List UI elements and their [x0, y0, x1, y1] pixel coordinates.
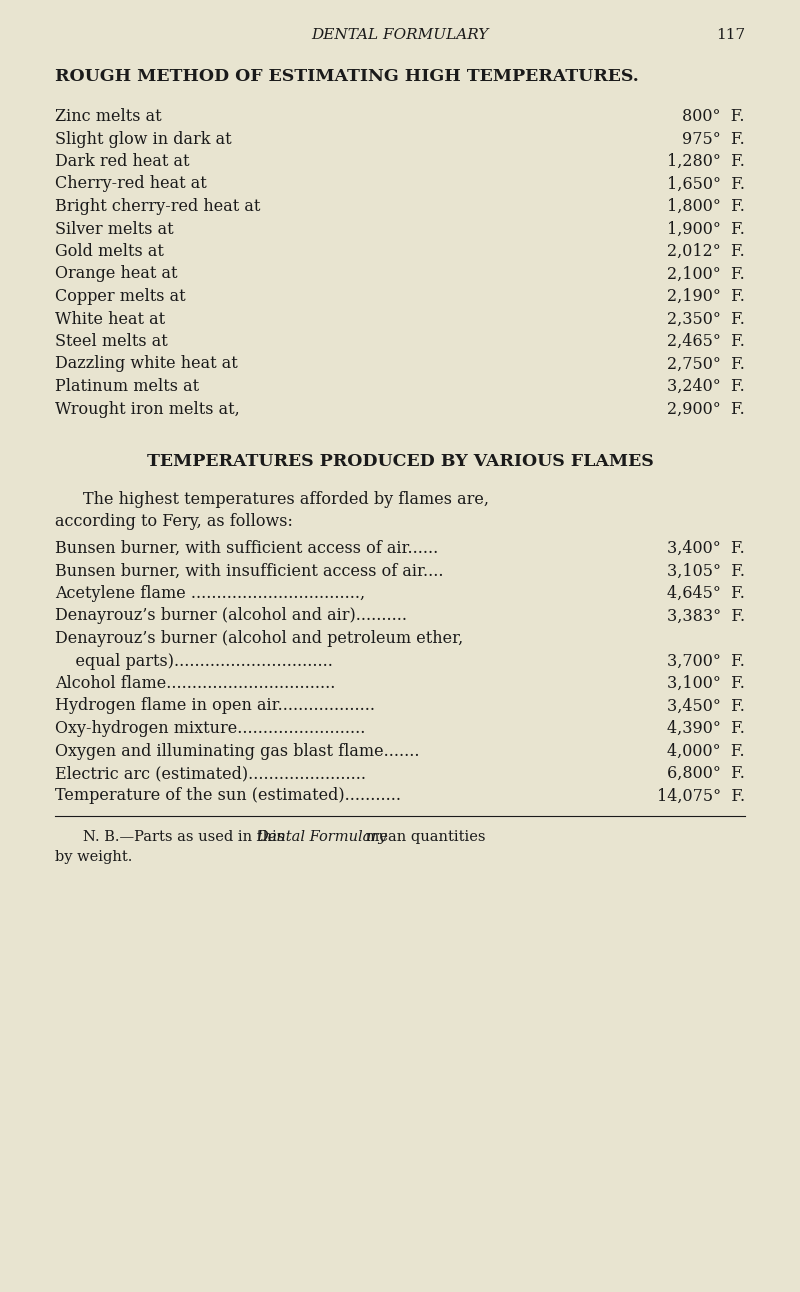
Text: Silver melts at: Silver melts at [55, 221, 174, 238]
Text: 4,000°  F.: 4,000° F. [667, 743, 745, 760]
Text: 14,075°  F.: 14,075° F. [657, 788, 745, 805]
Text: 1,650°  F.: 1,650° F. [667, 176, 745, 193]
Text: Dental Formulary: Dental Formulary [257, 829, 387, 844]
Text: Alcohol flame.................................: Alcohol flame...........................… [55, 674, 335, 693]
Text: 2,100°  F.: 2,100° F. [667, 265, 745, 283]
Text: 3,450°  F.: 3,450° F. [667, 698, 745, 714]
Text: ROUGH METHOD OF ESTIMATING HIGH TEMPERATURES.: ROUGH METHOD OF ESTIMATING HIGH TEMPERAT… [55, 68, 638, 85]
Text: Zinc melts at: Zinc melts at [55, 109, 162, 125]
Text: Steel melts at: Steel melts at [55, 333, 168, 350]
Text: 2,750°  F.: 2,750° F. [667, 355, 745, 372]
Text: Oxy-hydrogen mixture.........................: Oxy-hydrogen mixture....................… [55, 720, 366, 736]
Text: White heat at: White heat at [55, 310, 165, 327]
Text: Bunsen burner, with sufficient access of air......: Bunsen burner, with sufficient access of… [55, 540, 438, 557]
Text: Slight glow in dark at: Slight glow in dark at [55, 130, 232, 147]
Text: The highest temperatures afforded by flames are,: The highest temperatures afforded by fla… [83, 491, 489, 508]
Text: 117: 117 [716, 28, 745, 43]
Text: 3,383°  F.: 3,383° F. [667, 607, 745, 624]
Text: 1,280°  F.: 1,280° F. [667, 152, 745, 171]
Text: 2,465°  F.: 2,465° F. [667, 333, 745, 350]
Text: 800°  F.: 800° F. [682, 109, 745, 125]
Text: Cherry-red heat at: Cherry-red heat at [55, 176, 206, 193]
Text: Acetylene flame .................................,: Acetylene flame ........................… [55, 585, 365, 602]
Text: 4,390°  F.: 4,390° F. [667, 720, 745, 736]
Text: TEMPERATURES PRODUCED BY VARIOUS FLAMES: TEMPERATURES PRODUCED BY VARIOUS FLAMES [146, 453, 654, 470]
Text: Copper melts at: Copper melts at [55, 288, 186, 305]
Text: 4,645°  F.: 4,645° F. [667, 585, 745, 602]
Text: mean quantities: mean quantities [361, 829, 485, 844]
Text: 2,190°  F.: 2,190° F. [667, 288, 745, 305]
Text: by weight.: by weight. [55, 850, 132, 864]
Text: 6,800°  F.: 6,800° F. [667, 765, 745, 782]
Text: 2,900°  F.: 2,900° F. [667, 401, 745, 417]
Text: Temperature of the sun (estimated)...........: Temperature of the sun (estimated)......… [55, 788, 401, 805]
Text: Gold melts at: Gold melts at [55, 243, 164, 260]
Text: 975°  F.: 975° F. [682, 130, 745, 147]
Text: 2,350°  F.: 2,350° F. [667, 310, 745, 327]
Text: 3,240°  F.: 3,240° F. [667, 379, 745, 395]
Text: 2,012°  F.: 2,012° F. [667, 243, 745, 260]
Text: N. B.—Parts as used in this: N. B.—Parts as used in this [83, 829, 289, 844]
Text: 3,105°  F.: 3,105° F. [667, 562, 745, 580]
Text: 1,900°  F.: 1,900° F. [667, 221, 745, 238]
Text: 3,700°  F.: 3,700° F. [667, 652, 745, 669]
Text: Oxygen and illuminating gas blast flame.......: Oxygen and illuminating gas blast flame.… [55, 743, 419, 760]
Text: Wrought iron melts at,: Wrought iron melts at, [55, 401, 240, 417]
Text: Platinum melts at: Platinum melts at [55, 379, 199, 395]
Text: 3,100°  F.: 3,100° F. [667, 674, 745, 693]
Text: Bright cherry-red heat at: Bright cherry-red heat at [55, 198, 260, 214]
Text: Hydrogen flame in open air...................: Hydrogen flame in open air..............… [55, 698, 375, 714]
Text: DENTAL FORMULARY: DENTAL FORMULARY [311, 28, 489, 43]
Text: 3,400°  F.: 3,400° F. [667, 540, 745, 557]
Text: Dark red heat at: Dark red heat at [55, 152, 190, 171]
Text: Electric arc (estimated).......................: Electric arc (estimated)................… [55, 765, 366, 782]
Text: Bunsen burner, with insufficient access of air....: Bunsen burner, with insufficient access … [55, 562, 443, 580]
Text: Dazzling white heat at: Dazzling white heat at [55, 355, 238, 372]
Text: Denayrouz’s burner (alcohol and air)..........: Denayrouz’s burner (alcohol and air)....… [55, 607, 407, 624]
Text: 1,800°  F.: 1,800° F. [667, 198, 745, 214]
Text: according to Fery, as follows:: according to Fery, as follows: [55, 513, 293, 531]
Text: equal parts)...............................: equal parts)............................… [55, 652, 333, 669]
Text: Denayrouz’s burner (alcohol and petroleum ether,: Denayrouz’s burner (alcohol and petroleu… [55, 630, 463, 647]
Text: Orange heat at: Orange heat at [55, 265, 178, 283]
